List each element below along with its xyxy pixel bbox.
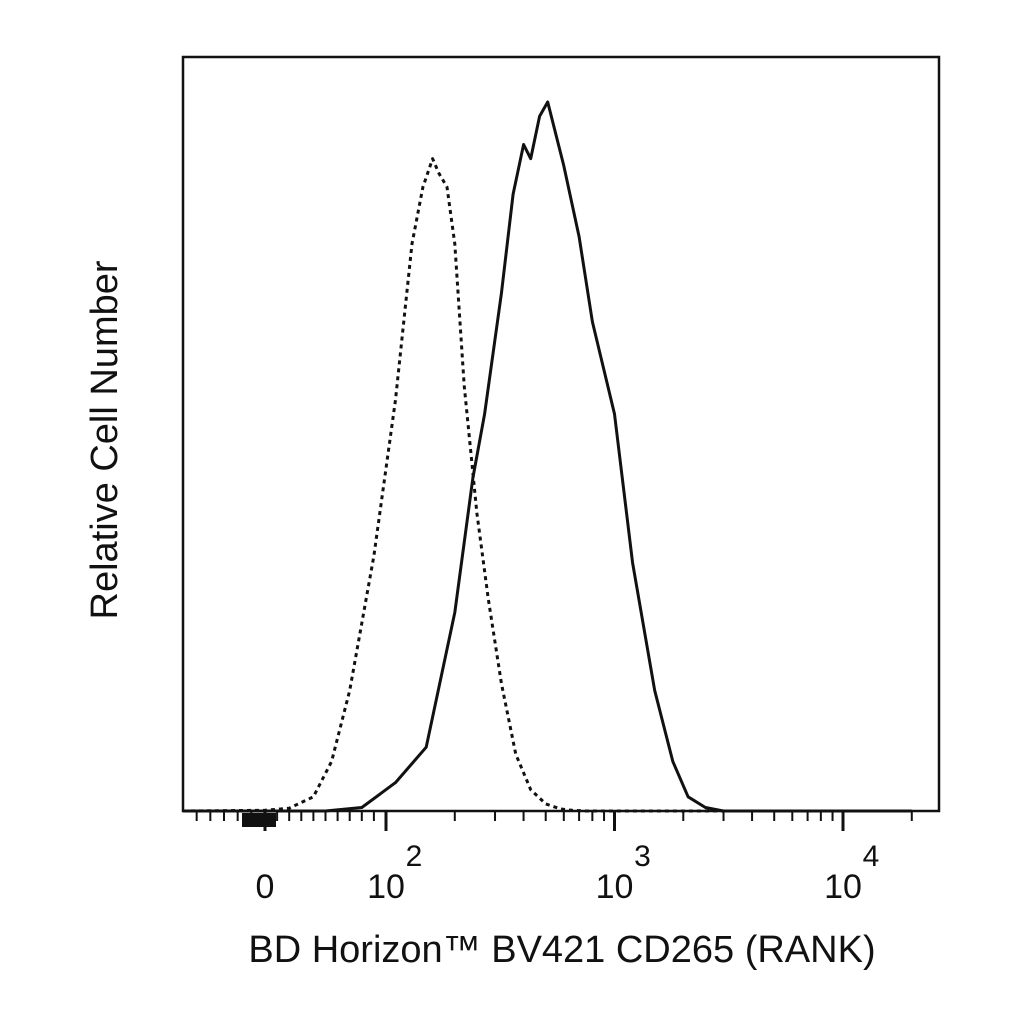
y-axis-title: Relative Cell Number bbox=[84, 260, 126, 619]
x-tick-exponent: 3 bbox=[634, 840, 651, 873]
series-line-dotted bbox=[182, 157, 912, 813]
plot-frame bbox=[181, 55, 941, 813]
x-tick-label: 10 bbox=[367, 868, 405, 906]
x-tick-exponent: 4 bbox=[863, 840, 880, 873]
x-axis-title: BD Horizon™ BV421 CD265 (RANK) bbox=[248, 929, 875, 971]
series-layer bbox=[182, 100, 912, 827]
x-tick-exponent: 2 bbox=[406, 840, 423, 873]
zero-tick-cluster bbox=[242, 813, 276, 827]
x-tick-label: 10 bbox=[824, 868, 862, 906]
series-line-solid bbox=[183, 100, 912, 813]
x-axis-ticks bbox=[195, 811, 913, 831]
x-tick-label: 10 bbox=[596, 868, 634, 906]
x-tick-label: 0 bbox=[256, 868, 275, 906]
